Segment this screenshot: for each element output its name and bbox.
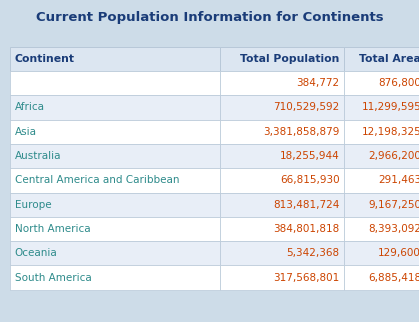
Bar [220,47,344,71]
Bar [10,144,220,168]
Bar [344,241,419,265]
Text: 12,198,325: 12,198,325 [361,127,419,137]
Text: 18,255,944: 18,255,944 [279,151,339,161]
Text: 813,481,724: 813,481,724 [273,200,339,210]
Text: 129,600: 129,600 [378,248,419,258]
Text: 317,568,801: 317,568,801 [273,273,339,283]
Text: Australia: Australia [15,151,61,161]
Bar [220,265,344,290]
Bar [344,71,419,95]
Text: Current Population Information for Continents: Current Population Information for Conti… [36,11,383,24]
Text: Central America and Caribbean: Central America and Caribbean [15,175,179,185]
Bar [220,193,344,217]
Bar [10,168,220,193]
Text: Asia: Asia [15,127,37,137]
Bar [344,95,419,120]
Text: Africa: Africa [15,102,45,112]
Text: 384,801,818: 384,801,818 [273,224,339,234]
Text: 6,885,418: 6,885,418 [368,273,419,283]
Bar [220,168,344,193]
Bar [344,144,419,168]
Text: Total Area: Total Area [359,54,419,64]
Bar [10,265,220,290]
Bar [344,265,419,290]
Bar [344,193,419,217]
Bar [10,47,220,71]
Text: 710,529,592: 710,529,592 [273,102,339,112]
Bar [220,241,344,265]
Bar [220,71,344,95]
Text: South America: South America [15,273,91,283]
Bar [220,120,344,144]
Text: Europe: Europe [15,200,51,210]
Text: 11,299,595: 11,299,595 [361,102,419,112]
Bar [344,120,419,144]
Text: 291,463: 291,463 [378,175,419,185]
Text: 876,800: 876,800 [378,78,419,88]
Bar [344,47,419,71]
Text: 66,815,930: 66,815,930 [280,175,339,185]
Text: Continent: Continent [15,54,75,64]
Text: Total Population: Total Population [240,54,339,64]
Bar [10,193,220,217]
Bar [220,144,344,168]
Text: North America: North America [15,224,90,234]
Bar [344,217,419,241]
Bar [220,95,344,120]
Text: 9,167,250: 9,167,250 [368,200,419,210]
Bar [10,71,220,95]
Text: 384,772: 384,772 [296,78,339,88]
Text: 8,393,092: 8,393,092 [368,224,419,234]
Bar [10,217,220,241]
Bar [220,217,344,241]
Text: 3,381,858,879: 3,381,858,879 [263,127,339,137]
Text: 2,966,200: 2,966,200 [368,151,419,161]
Bar [10,120,220,144]
Text: Oceania: Oceania [15,248,57,258]
Bar [10,241,220,265]
Bar [344,168,419,193]
Bar [10,95,220,120]
Text: 5,342,368: 5,342,368 [286,248,339,258]
